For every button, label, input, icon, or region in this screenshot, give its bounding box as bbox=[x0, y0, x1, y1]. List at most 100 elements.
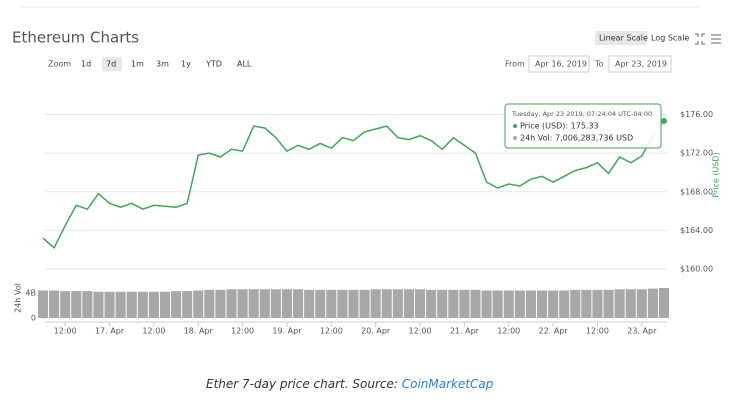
volume-bar bbox=[426, 289, 437, 318]
volume-bar bbox=[470, 289, 481, 318]
volume-bar bbox=[159, 291, 171, 318]
x-tick-label: 21. Apr bbox=[450, 327, 480, 336]
volume-bar bbox=[115, 291, 126, 318]
tooltip-box bbox=[504, 103, 662, 149]
volume-bar bbox=[315, 289, 326, 318]
x-tick-label: 12:00 bbox=[320, 327, 343, 336]
volume-bar bbox=[259, 289, 270, 318]
volume-bar bbox=[326, 289, 337, 318]
volume-bar bbox=[414, 289, 426, 318]
volume-bar bbox=[581, 289, 592, 318]
to-input[interactable] bbox=[608, 55, 672, 73]
scale-button[interactable]: Linear Scale bbox=[599, 34, 648, 43]
volume-bar bbox=[570, 289, 581, 318]
volume-bar bbox=[293, 289, 304, 318]
volume-bar bbox=[614, 289, 625, 318]
x-tick-label: 12:00 bbox=[409, 327, 432, 336]
zoom-button[interactable]: 1m bbox=[131, 60, 144, 69]
volume-bar bbox=[403, 289, 414, 318]
volume-bar bbox=[559, 290, 570, 318]
zoom-group: 1d 7d 1m 3m 1y YTD ALL bbox=[81, 57, 252, 71]
volume-bar bbox=[126, 291, 137, 318]
volume-bar bbox=[237, 289, 248, 318]
zoom-button[interactable]: 1y bbox=[181, 60, 191, 69]
volume-bar bbox=[281, 289, 293, 318]
zoom-selected-bg bbox=[102, 57, 122, 71]
x-tick-label: 18. Apr bbox=[184, 327, 214, 336]
volume-bar bbox=[104, 291, 115, 318]
volume-bar bbox=[647, 288, 658, 318]
x-tick-label: 22. Apr bbox=[539, 327, 569, 336]
volume-bar bbox=[370, 289, 381, 318]
tooltip-dot bbox=[513, 136, 517, 140]
x-tick-label: 12:00 bbox=[497, 327, 520, 336]
volume-bar bbox=[82, 291, 93, 318]
volume-bar bbox=[481, 290, 492, 318]
volume-bar bbox=[381, 289, 392, 318]
volume-bar bbox=[226, 289, 237, 318]
y-tick-label: $172.00 bbox=[680, 149, 713, 158]
volume-bar bbox=[437, 289, 448, 318]
volume-bar bbox=[60, 291, 71, 318]
y-tick-label: $176.00 bbox=[680, 110, 713, 119]
volume-bar bbox=[514, 290, 525, 318]
y2-tick-label: 4B bbox=[25, 289, 36, 298]
y-tick-label: $160.00 bbox=[680, 265, 713, 274]
volume-bar bbox=[215, 289, 226, 318]
zoom-button[interactable]: 1d bbox=[81, 60, 91, 69]
volume-bar bbox=[204, 289, 215, 318]
volume-bar bbox=[492, 290, 503, 318]
volume-bar bbox=[71, 291, 82, 318]
y-tick-label: $164.00 bbox=[680, 226, 713, 235]
caption-text: Ether 7-day price chart. Source: bbox=[206, 377, 402, 391]
caption: Ether 7-day price chart. Source: CoinMar… bbox=[206, 377, 494, 391]
volume-bar bbox=[93, 291, 104, 318]
x-tick-label: 12:00 bbox=[586, 327, 609, 336]
volume-bar bbox=[592, 289, 603, 318]
fullscreen-icon[interactable] bbox=[695, 33, 721, 45]
x-tick-label: 12:00 bbox=[231, 327, 254, 336]
x-tick-label: 20. Apr bbox=[361, 327, 391, 336]
y-axis-title: Price (USD) bbox=[712, 152, 721, 197]
x-tick-label: 23. Apr bbox=[627, 327, 657, 336]
y2-axis-title: 24h Vol bbox=[14, 283, 23, 313]
volume-bar bbox=[182, 291, 193, 318]
volume-bar bbox=[448, 289, 459, 318]
zoom-button[interactable]: 7d bbox=[106, 60, 116, 69]
volume-bar bbox=[248, 289, 259, 318]
volume-bar bbox=[137, 291, 148, 318]
zoom-button[interactable]: 3m bbox=[156, 60, 169, 69]
chart-title: Ethereum Charts bbox=[12, 29, 139, 47]
volume-bar bbox=[658, 288, 670, 318]
icon bbox=[695, 33, 705, 45]
volume-bar bbox=[636, 289, 647, 318]
tooltip-date: Tuesday, Apr 23 2019, 07:24:04 UTC-04:00 bbox=[511, 110, 652, 118]
tooltip-dot bbox=[513, 124, 517, 128]
tooltip-volume: 24h Vol: 7,006,283,736 USD bbox=[520, 134, 633, 143]
to-date: Apr 23, 2019 bbox=[615, 60, 667, 69]
price-line bbox=[42, 120, 665, 249]
volume-bar bbox=[548, 290, 559, 318]
zoom-button[interactable]: YTD bbox=[205, 60, 222, 69]
from-input[interactable] bbox=[528, 55, 590, 73]
volume-bar bbox=[148, 291, 159, 318]
from-label: From bbox=[505, 60, 525, 69]
caption-link[interactable]: CoinMarketCap bbox=[402, 377, 494, 391]
zoom-button[interactable]: ALL bbox=[237, 60, 252, 69]
volume-bar bbox=[503, 290, 514, 318]
scale-button[interactable]: Log Scale bbox=[651, 34, 689, 43]
volume-bar bbox=[348, 289, 359, 318]
volume-bar bbox=[270, 289, 281, 318]
from-date: Apr 16, 2019 bbox=[535, 60, 587, 69]
x-tick-label: 12:00 bbox=[54, 327, 77, 336]
x-tick-label: 12:00 bbox=[142, 327, 165, 336]
x-tick-label: 17. Apr bbox=[95, 327, 125, 336]
hover-point bbox=[660, 116, 668, 125]
y2-tick-label: 0 bbox=[31, 314, 36, 323]
volume-bar bbox=[304, 289, 315, 318]
tooltip-price: Price (USD): 175.33 bbox=[520, 122, 599, 131]
volume-bar bbox=[392, 289, 403, 318]
volume-bar bbox=[625, 289, 636, 318]
